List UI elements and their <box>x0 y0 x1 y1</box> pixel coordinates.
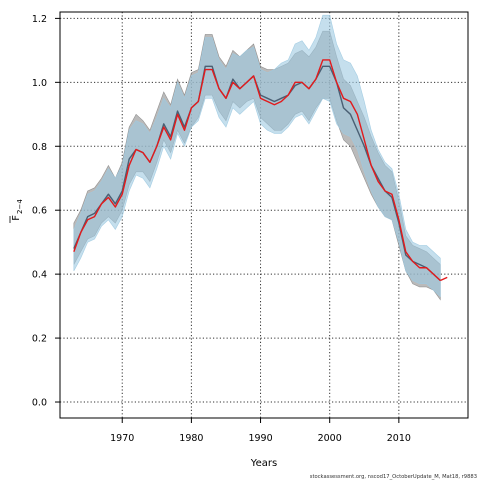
series-line-2 <box>440 276 448 282</box>
y-tick-label: 0.6 <box>32 206 47 217</box>
y-tick-label: 1.0 <box>32 78 47 89</box>
confidence-bands <box>73 14 441 301</box>
y-tick-label: 0.8 <box>32 142 47 153</box>
estimate-lines <box>73 59 448 282</box>
x-axis-ticks: 1970 1980 1990 2000 2010 <box>110 418 411 444</box>
x-tick-label: 1970 <box>110 433 134 444</box>
confidence-band-1 <box>73 14 441 298</box>
x-tick-label: 1990 <box>248 433 272 444</box>
y-tick-label: 0.4 <box>32 270 47 281</box>
y-tick-label: 0.2 <box>32 334 47 345</box>
y-axis-title: F 2−4 <box>9 199 24 223</box>
series-line-1 <box>73 59 441 282</box>
x-axis-title: Years <box>250 458 277 469</box>
x-tick-label: 1980 <box>179 433 203 444</box>
y-axis-title-subscript: 2−4 <box>16 199 24 214</box>
y-axis-ticks: 0.0 0.2 0.4 0.6 0.8 1.0 1.2 <box>32 14 60 409</box>
y-tick-label: 0.0 <box>32 398 47 409</box>
y-tick-label: 1.2 <box>32 14 47 25</box>
plot-frame <box>59 11 469 419</box>
y-axis-title-main: F <box>11 215 22 221</box>
x-tick-label: 2010 <box>387 433 411 444</box>
x-tick-label: 2000 <box>318 433 342 444</box>
credit-text: stockassessment.org, nscod17_OctoberUpda… <box>310 474 477 480</box>
